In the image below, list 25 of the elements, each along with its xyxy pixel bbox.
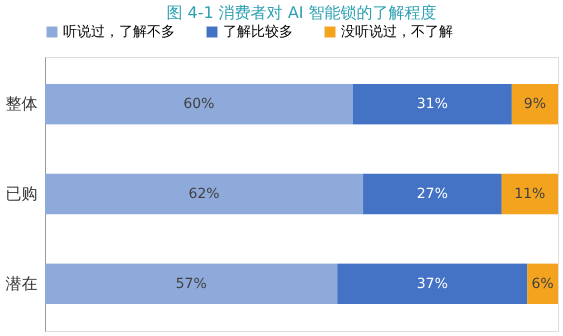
data-label: 37% xyxy=(416,276,448,292)
data-label: 31% xyxy=(416,96,448,112)
bar xyxy=(337,264,528,304)
bar xyxy=(502,174,558,214)
data-label: 27% xyxy=(416,186,448,202)
bar xyxy=(45,264,338,304)
y-tick-label: 潜在 xyxy=(6,274,38,293)
bar xyxy=(512,84,558,124)
data-label: 11% xyxy=(514,186,546,202)
legend-label: 了解比较多 xyxy=(223,24,293,40)
bar xyxy=(45,174,364,214)
data-label: 62% xyxy=(188,186,220,202)
bar xyxy=(45,84,353,124)
data-label: 60% xyxy=(183,96,214,112)
bar xyxy=(352,84,512,124)
y-tick-label: 整体 xyxy=(6,94,38,114)
legend-label: 没听说过，不了解 xyxy=(341,24,453,40)
bar xyxy=(363,174,502,214)
data-label: 9% xyxy=(524,96,546,112)
bar xyxy=(527,264,558,304)
data-label: 6% xyxy=(532,276,554,292)
chart-title: 图 4-1 消费者对 AI 智能锁的了解程度 xyxy=(166,3,437,22)
legend-label: 听说过，了解不多 xyxy=(63,24,175,40)
y-tick-label: 已购 xyxy=(6,184,38,203)
data-label: 57% xyxy=(176,276,207,292)
